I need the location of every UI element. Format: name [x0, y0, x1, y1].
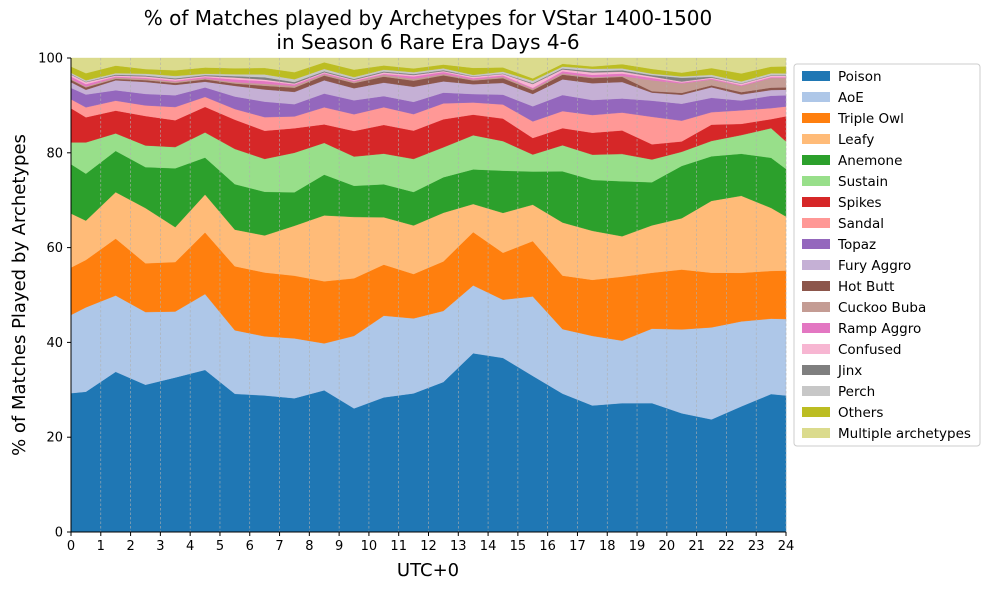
legend-label-leafy: Leafy: [838, 132, 874, 148]
x-tick-label: 23: [748, 539, 765, 554]
legend-label-sandal: Sandal: [838, 216, 884, 232]
legend-label-perch: Perch: [838, 384, 875, 400]
x-tick-label: 22: [718, 539, 735, 554]
chart-title-line-1: % of Matches played by Archetypes for VS…: [144, 6, 713, 30]
legend-swatch-perch: [802, 386, 830, 396]
x-tick-label: 19: [629, 539, 646, 554]
legend-label-confused: Confused: [838, 342, 901, 358]
legend-swatch-anemone: [802, 155, 830, 165]
x-tick-label: 6: [246, 539, 254, 554]
x-tick-label: 0: [67, 539, 75, 554]
x-tick-label: 7: [275, 539, 283, 554]
legend-label-ramp-aggro: Ramp Aggro: [838, 321, 921, 337]
legend-swatch-others: [802, 407, 830, 417]
legend-swatch-sustain: [802, 176, 830, 186]
y-tick-label: 40: [46, 336, 63, 351]
legend-swatch-fury-aggro: [802, 260, 830, 270]
legend: Poison AoE Triple Owl Leafy Anemone Sustain Sp…: [793, 63, 981, 447]
legend-swatch-jinx: [802, 365, 830, 375]
legend-swatch-hot-butt: [802, 281, 830, 291]
x-tick-label: 17: [569, 539, 586, 554]
legend-swatch-ramp-aggro: [802, 323, 830, 333]
y-tick-label: 100: [38, 52, 63, 67]
x-tick-label: 2: [126, 539, 134, 554]
legend-swatch-cuckoo-buba: [802, 302, 830, 312]
legend-swatch-sandal: [802, 218, 830, 228]
y-tick-label: 60: [46, 241, 63, 256]
x-tick-label: 21: [688, 539, 705, 554]
legend-label-aoe: AoE: [838, 90, 864, 106]
x-tick-label: 4: [186, 539, 194, 554]
legend-label-anemone: Anemone: [838, 153, 902, 169]
y-axis-ticks: 0 20 40 60 80 100: [38, 52, 71, 541]
y-tick-label: 80: [46, 146, 63, 161]
legend-swatch-leafy: [802, 134, 830, 144]
legend-label-sustain: Sustain: [838, 174, 888, 190]
x-tick-label: 24: [778, 539, 795, 554]
y-tick-label: 0: [55, 526, 63, 541]
legend-swatch-triple-owl: [802, 113, 830, 123]
legend-swatch-topaz: [802, 239, 830, 249]
x-tick-label: 9: [335, 539, 343, 554]
legend-label-cuckoo-buba: Cuckoo Buba: [838, 300, 926, 316]
legend-label-others: Others: [838, 405, 883, 421]
x-tick-label: 3: [156, 539, 164, 554]
x-tick-label: 11: [390, 539, 407, 554]
chart-title-line-2: in Season 6 Rare Era Days 4-6: [276, 30, 579, 54]
legend-swatch-confused: [802, 344, 830, 354]
x-axis-ticks: 0 1 2 3 4 5 6 7 8 9 10 11 12 13 14 15 16 17 18 19 20 21 22 23 24: [67, 532, 794, 554]
x-tick-label: 14: [480, 539, 497, 554]
x-axis-label: UTC+0: [397, 560, 459, 581]
x-tick-label: 20: [659, 539, 676, 554]
vertical-gridlines: [70, 58, 787, 532]
legend-label-spikes: Spikes: [838, 195, 882, 211]
x-tick-label: 8: [305, 539, 313, 554]
legend-label-topaz: Topaz: [837, 237, 876, 253]
y-tick-label: 20: [46, 431, 63, 446]
x-tick-label: 12: [420, 539, 437, 554]
legend-swatch-multiple-archetypes: [802, 428, 830, 438]
legend-frame: [793, 63, 981, 447]
legend-swatch-aoe: [802, 92, 830, 102]
x-tick-label: 10: [361, 539, 378, 554]
legend-label-triple-owl: Triple Owl: [837, 111, 904, 127]
x-tick-label: 15: [510, 539, 527, 554]
legend-label-hot-butt: Hot Butt: [838, 279, 894, 295]
legend-swatch-poison: [802, 71, 830, 81]
x-tick-label: 5: [216, 539, 224, 554]
legend-label-fury-aggro: Fury Aggro: [838, 258, 911, 274]
legend-label-poison: Poison: [838, 69, 882, 85]
y-axis-label: % of Matches Played by Archetypes: [9, 134, 30, 456]
legend-label-jinx: Jinx: [837, 363, 862, 379]
x-tick-label: 18: [599, 539, 616, 554]
x-tick-label: 16: [539, 539, 556, 554]
legend-swatch-spikes: [802, 197, 830, 207]
legend-label-multiple-archetypes: Multiple archetypes: [838, 426, 971, 442]
x-tick-label: 1: [97, 539, 105, 554]
x-tick-label: 13: [450, 539, 467, 554]
